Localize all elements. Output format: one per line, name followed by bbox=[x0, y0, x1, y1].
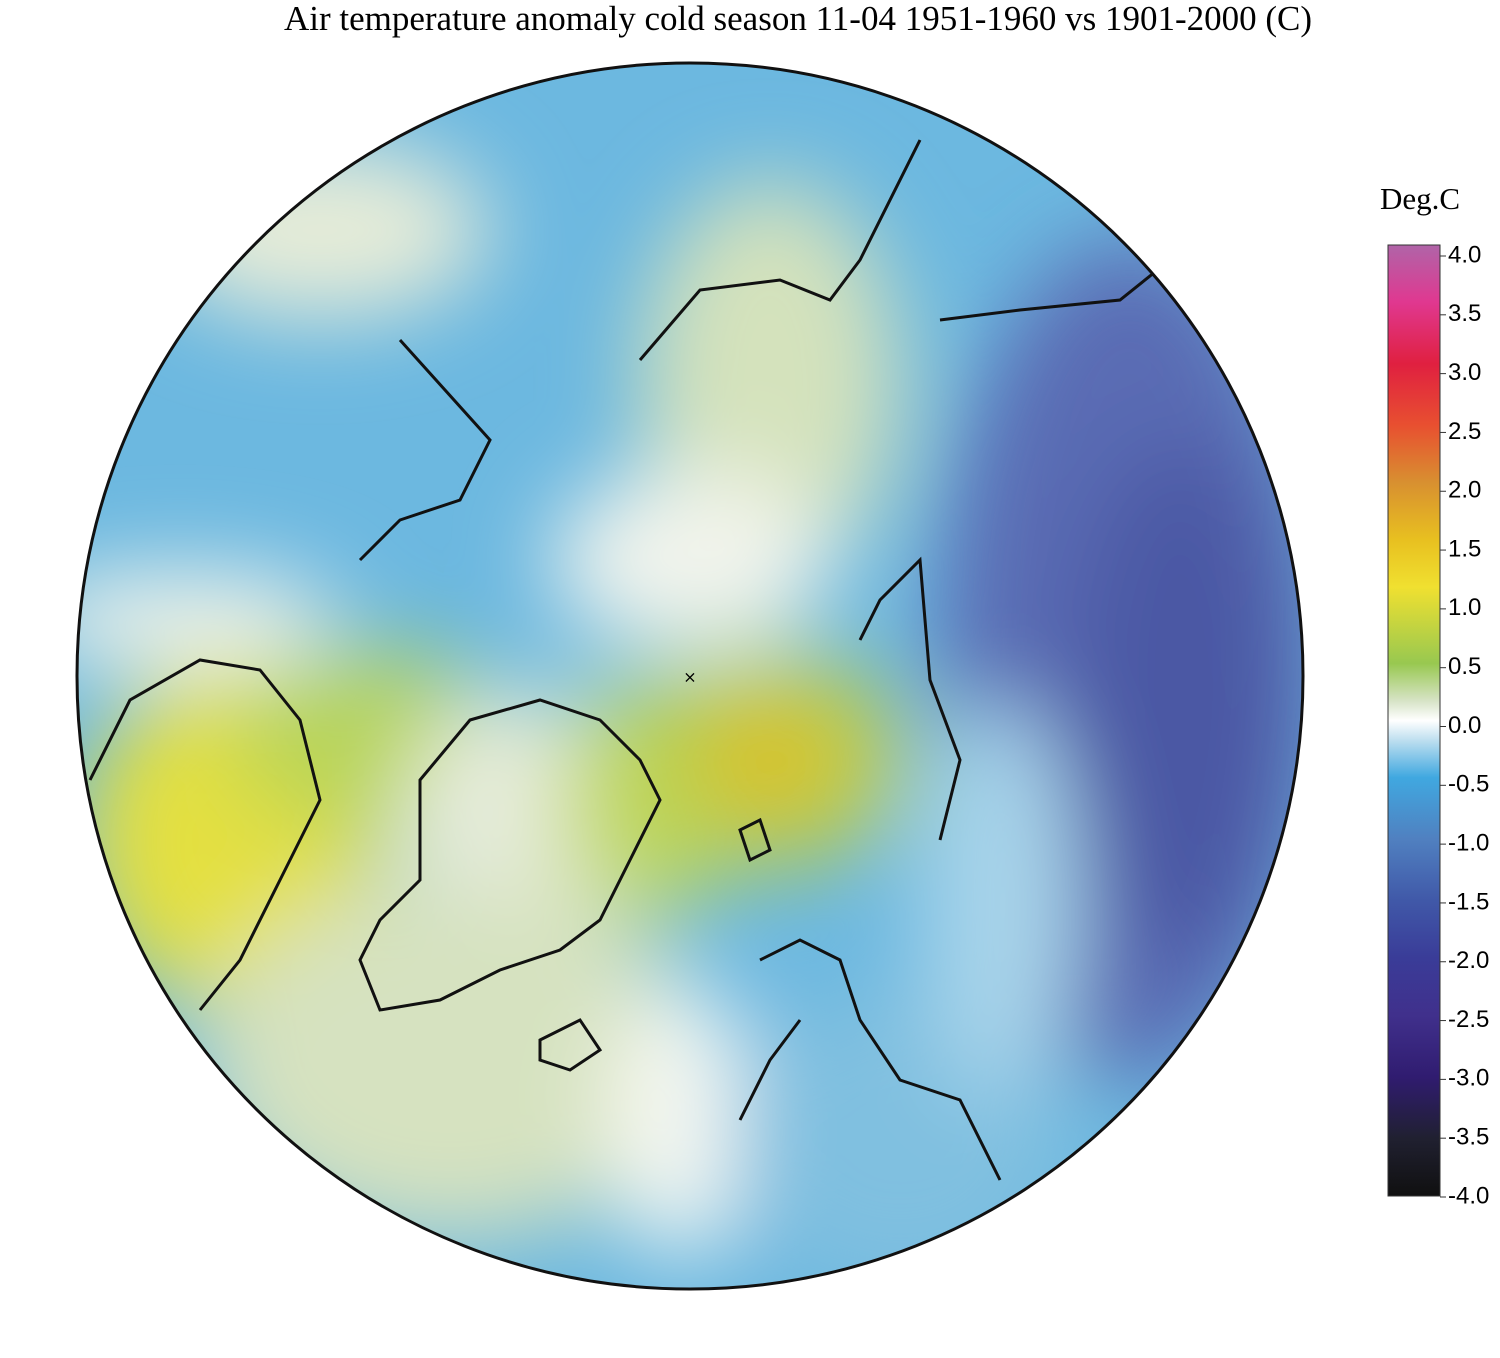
colorbar-tick-label: -1.0 bbox=[1448, 829, 1489, 856]
anomaly-field: × bbox=[77, 63, 1303, 1289]
colorbar-tick-label: -3.5 bbox=[1448, 1124, 1489, 1151]
colorbar bbox=[1387, 244, 1441, 1197]
colorbar-tick-label: 2.0 bbox=[1448, 477, 1481, 504]
colorbar-tick-label: -3.0 bbox=[1448, 1065, 1489, 1092]
map-title: Air temperature anomaly cold season 11-0… bbox=[284, 0, 1312, 38]
colorbar-tick-label: -2.0 bbox=[1448, 947, 1489, 974]
colorbar-tick-label: -2.5 bbox=[1448, 1006, 1489, 1033]
colorbar-tick-label: 3.0 bbox=[1448, 359, 1481, 386]
colorbar-tick-label: -4.0 bbox=[1448, 1182, 1489, 1209]
colorbar-tick-label: 1.5 bbox=[1448, 535, 1481, 562]
colorbar-tick-label: 1.0 bbox=[1448, 594, 1481, 621]
colorbar-tick-label: 2.5 bbox=[1448, 418, 1481, 445]
colorbar-tick-label: 3.5 bbox=[1448, 300, 1481, 327]
pole-marker: × bbox=[683, 668, 696, 687]
colorbar-tick-label: 0.5 bbox=[1448, 653, 1481, 680]
coastlines bbox=[88, 139, 1171, 1181]
colorbar-tick-label: 0.0 bbox=[1448, 712, 1481, 739]
globe-outline bbox=[75, 61, 1305, 1291]
colorbar-label: Deg.C bbox=[1380, 181, 1460, 216]
colorbar-tick-label: 4.0 bbox=[1448, 241, 1481, 268]
colorbar-tick-label: -1.5 bbox=[1448, 888, 1489, 915]
colorbar-tick-label: -0.5 bbox=[1448, 771, 1489, 798]
